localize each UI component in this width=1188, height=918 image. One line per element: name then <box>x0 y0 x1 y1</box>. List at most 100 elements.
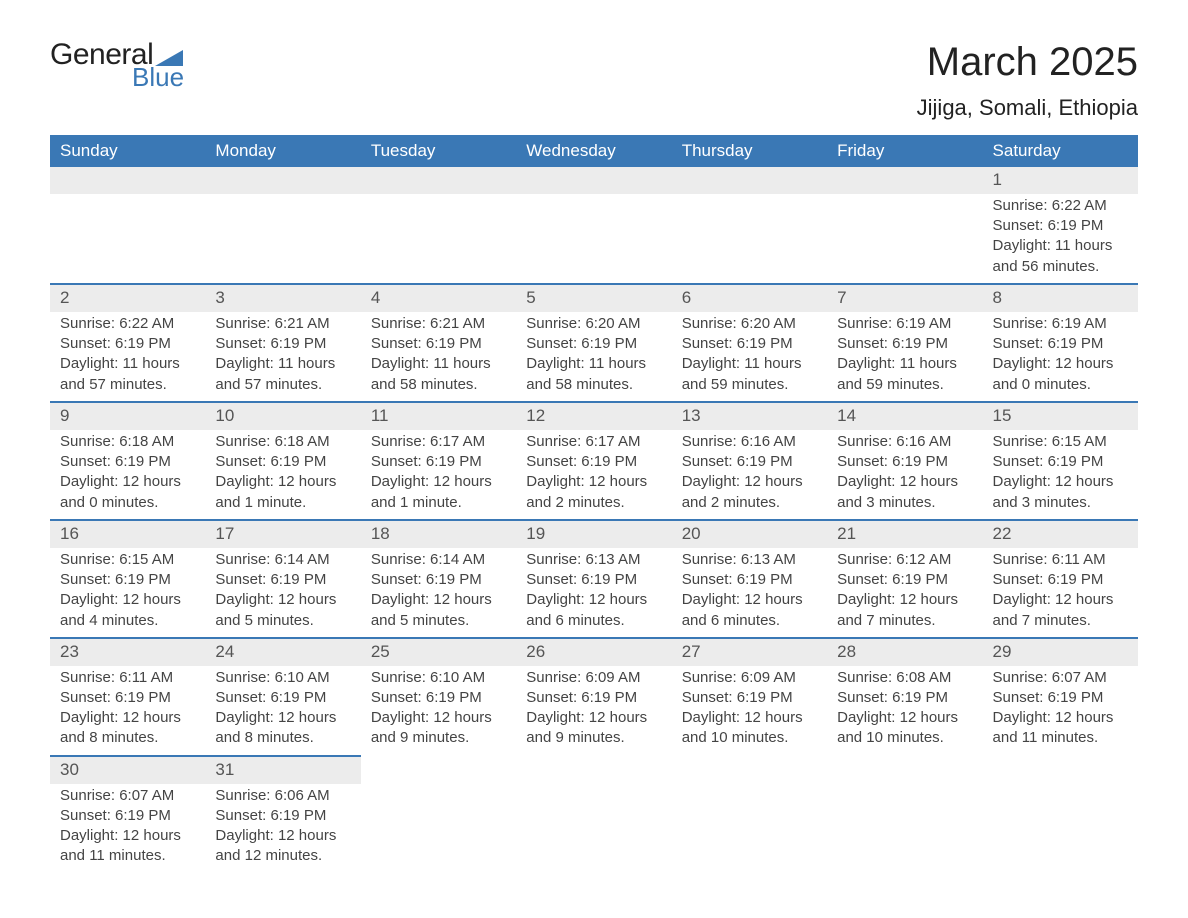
day-day1: Daylight: 11 hours <box>837 354 972 374</box>
calendar-week-details: Sunrise: 6:15 AMSunset: 6:19 PMDaylight:… <box>50 548 1138 638</box>
day-day1: Daylight: 11 hours <box>993 236 1128 256</box>
day-day2: and 59 minutes. <box>682 375 817 395</box>
day-day1: Daylight: 12 hours <box>993 590 1128 610</box>
calendar-week-daynum: 1 <box>50 167 1138 194</box>
day-day1: Daylight: 12 hours <box>371 708 506 728</box>
day-number-cell: 10 <box>205 402 360 430</box>
day-day2: and 59 minutes. <box>837 375 972 395</box>
day-sunrise: Sunrise: 6:17 AM <box>526 432 661 452</box>
day-number: 9 <box>60 406 69 425</box>
day-number-cell <box>361 756 516 784</box>
day-number: 21 <box>837 524 856 543</box>
day-sunrise: Sunrise: 6:16 AM <box>837 432 972 452</box>
col-sunday: Sunday <box>50 135 205 167</box>
day-number: 28 <box>837 642 856 661</box>
day-number: 20 <box>682 524 701 543</box>
month-title: March 2025 <box>917 40 1138 85</box>
day-details-cell: Sunrise: 6:21 AMSunset: 6:19 PMDaylight:… <box>205 312 360 402</box>
day-number-cell <box>827 756 982 784</box>
logo: General Blue <box>50 40 184 90</box>
page-header: General Blue March 2025 Jijiga, Somali, … <box>50 40 1138 121</box>
day-details-cell <box>516 194 671 284</box>
day-day1: Daylight: 12 hours <box>371 472 506 492</box>
day-details-cell: Sunrise: 6:18 AMSunset: 6:19 PMDaylight:… <box>205 430 360 520</box>
day-details-cell: Sunrise: 6:09 AMSunset: 6:19 PMDaylight:… <box>516 666 671 756</box>
day-day2: and 2 minutes. <box>526 493 661 513</box>
day-sunset: Sunset: 6:19 PM <box>215 806 350 826</box>
day-day1: Daylight: 12 hours <box>993 472 1128 492</box>
day-number-cell: 12 <box>516 402 671 430</box>
day-day1: Daylight: 12 hours <box>682 590 817 610</box>
day-sunrise: Sunrise: 6:10 AM <box>371 668 506 688</box>
day-sunrise: Sunrise: 6:21 AM <box>371 314 506 334</box>
day-day2: and 57 minutes. <box>60 375 195 395</box>
day-sunrise: Sunrise: 6:06 AM <box>215 786 350 806</box>
day-number-cell <box>983 756 1138 784</box>
day-day2: and 9 minutes. <box>526 728 661 748</box>
day-number: 13 <box>682 406 701 425</box>
day-day1: Daylight: 12 hours <box>60 472 195 492</box>
day-number: 18 <box>371 524 390 543</box>
day-day1: Daylight: 12 hours <box>993 354 1128 374</box>
calendar-table: Sunday Monday Tuesday Wednesday Thursday… <box>50 135 1138 873</box>
day-number: 29 <box>993 642 1012 661</box>
day-number-cell: 16 <box>50 520 205 548</box>
day-day1: Daylight: 12 hours <box>682 708 817 728</box>
day-day2: and 1 minute. <box>371 493 506 513</box>
logo-text-blue: Blue <box>132 64 184 90</box>
day-details-cell <box>205 194 360 284</box>
calendar-week-details: Sunrise: 6:07 AM Sunset: 6:19 PM Daylight:… <box>50 784 1138 873</box>
col-thursday: Thursday <box>672 135 827 167</box>
day-number: 19 <box>526 524 545 543</box>
calendar-header-row: Sunday Monday Tuesday Wednesday Thursday… <box>50 135 1138 167</box>
day-number: 17 <box>215 524 234 543</box>
day-details-cell <box>827 194 982 284</box>
day-day1: Daylight: 11 hours <box>526 354 661 374</box>
day-sunrise: Sunrise: 6:07 AM <box>60 786 195 806</box>
day-day1: Daylight: 12 hours <box>526 472 661 492</box>
day-details-cell: Sunrise: 6:13 AMSunset: 6:19 PMDaylight:… <box>516 548 671 638</box>
day-sunset: Sunset: 6:19 PM <box>371 688 506 708</box>
day-sunrise: Sunrise: 6:19 AM <box>837 314 972 334</box>
day-number-cell: 8 <box>983 284 1138 312</box>
day-details-cell <box>672 784 827 873</box>
day-day2: and 9 minutes. <box>371 728 506 748</box>
day-number-cell: 29 <box>983 638 1138 666</box>
day-sunset: Sunset: 6:19 PM <box>60 570 195 590</box>
day-number: 12 <box>526 406 545 425</box>
day-day2: and 3 minutes. <box>837 493 972 513</box>
col-saturday: Saturday <box>983 135 1138 167</box>
day-details-cell: Sunrise: 6:15 AMSunset: 6:19 PMDaylight:… <box>983 430 1138 520</box>
day-number-cell: 2 <box>50 284 205 312</box>
day-sunrise: Sunrise: 6:13 AM <box>526 550 661 570</box>
day-number: 15 <box>993 406 1012 425</box>
day-day1: Daylight: 12 hours <box>60 826 195 846</box>
day-details-cell: Sunrise: 6:22 AMSunset: 6:19 PMDaylight:… <box>50 312 205 402</box>
day-number-cell <box>516 167 671 194</box>
location-subtitle: Jijiga, Somali, Ethiopia <box>917 95 1138 121</box>
day-details-cell: Sunrise: 6:19 AMSunset: 6:19 PMDaylight:… <box>983 312 1138 402</box>
day-details-cell: Sunrise: 6:21 AMSunset: 6:19 PMDaylight:… <box>361 312 516 402</box>
day-number-cell <box>672 756 827 784</box>
day-sunrise: Sunrise: 6:18 AM <box>60 432 195 452</box>
day-number-cell: 19 <box>516 520 671 548</box>
day-details-cell: Sunrise: 6:18 AMSunset: 6:19 PMDaylight:… <box>50 430 205 520</box>
day-sunset: Sunset: 6:19 PM <box>371 452 506 472</box>
day-day1: Daylight: 12 hours <box>526 590 661 610</box>
day-sunset: Sunset: 6:19 PM <box>526 452 661 472</box>
day-number: 7 <box>837 288 846 307</box>
day-day1: Daylight: 12 hours <box>837 708 972 728</box>
calendar-week-details: Sunrise: 6:18 AMSunset: 6:19 PMDaylight:… <box>50 430 1138 520</box>
day-day2: and 1 minute. <box>215 493 350 513</box>
day-number: 8 <box>993 288 1002 307</box>
day-details-cell: Sunrise: 6:20 AMSunset: 6:19 PMDaylight:… <box>516 312 671 402</box>
day-details-cell: Sunrise: 6:10 AMSunset: 6:19 PMDaylight:… <box>205 666 360 756</box>
day-number-cell <box>672 167 827 194</box>
day-sunset: Sunset: 6:19 PM <box>993 334 1128 354</box>
day-details-cell: Sunrise: 6:06 AMSunset: 6:19 PMDaylight:… <box>205 784 360 873</box>
day-details-cell <box>827 784 982 873</box>
day-sunset: Sunset: 6:19 PM <box>371 570 506 590</box>
day-number-cell: 14 <box>827 402 982 430</box>
day-number: 26 <box>526 642 545 661</box>
day-details-cell: Sunrise: 6:17 AMSunset: 6:19 PMDaylight:… <box>361 430 516 520</box>
